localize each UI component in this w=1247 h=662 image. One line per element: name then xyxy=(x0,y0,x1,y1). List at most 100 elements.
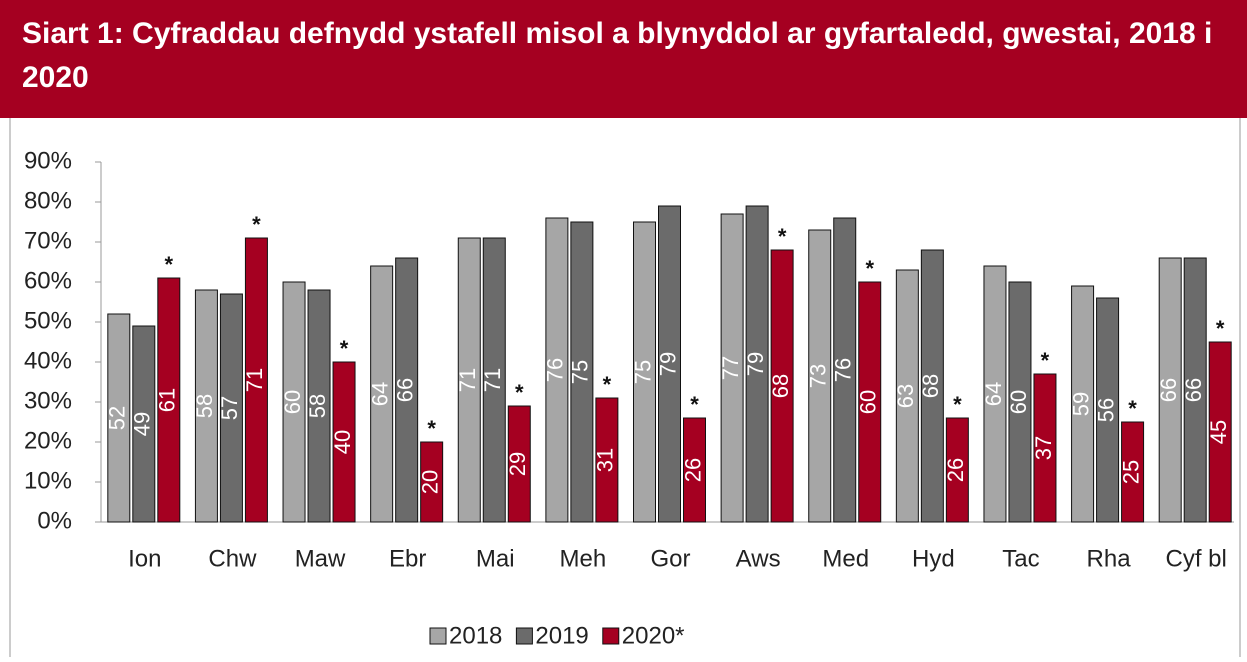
value-label: 58 xyxy=(305,394,330,418)
value-label: 20 xyxy=(417,470,442,494)
value-label: 76 xyxy=(831,358,856,382)
bar xyxy=(244,237,268,523)
value-label: 29 xyxy=(505,452,530,476)
x-tick-label: Chw xyxy=(208,545,257,572)
bar xyxy=(1071,285,1095,523)
bar xyxy=(983,265,1007,523)
value-label: 60 xyxy=(280,390,305,414)
bar-annotation: * xyxy=(690,392,699,417)
bar-annotation: * xyxy=(340,336,349,361)
y-tick-label: 80% xyxy=(24,187,72,214)
bar-annotation: * xyxy=(953,392,962,417)
bar xyxy=(1121,421,1145,523)
value-label: 66 xyxy=(1156,378,1181,402)
value-label: 73 xyxy=(806,364,831,388)
y-tick-label: 40% xyxy=(24,347,72,374)
value-label: 71 xyxy=(480,368,505,392)
value-label: 58 xyxy=(192,394,217,418)
bar-annotation: * xyxy=(603,372,612,397)
bar-annotation: * xyxy=(778,224,787,249)
bar xyxy=(1096,297,1120,523)
bar xyxy=(895,269,919,523)
bar-annotation: * xyxy=(252,212,261,237)
bar xyxy=(1008,281,1032,523)
value-label: 63 xyxy=(893,384,918,408)
bar xyxy=(570,221,594,523)
value-label: 77 xyxy=(718,356,743,380)
bar xyxy=(1033,373,1057,523)
bar xyxy=(370,265,394,523)
title-banner xyxy=(0,0,1247,118)
legend-label: 2018 xyxy=(449,622,502,649)
value-label: 64 xyxy=(981,382,1006,406)
bar xyxy=(808,229,832,523)
x-tick-label: Ion xyxy=(128,545,161,572)
value-label: 45 xyxy=(1206,420,1231,444)
bar xyxy=(1158,257,1182,523)
value-label: 68 xyxy=(918,374,943,398)
bar-annotation: * xyxy=(515,380,524,405)
bar xyxy=(132,325,156,523)
bar xyxy=(1208,341,1232,523)
value-label: 66 xyxy=(392,378,417,402)
value-label: 26 xyxy=(943,458,968,482)
value-label: 40 xyxy=(330,430,355,454)
value-label: 68 xyxy=(768,374,793,398)
value-label: 56 xyxy=(1093,398,1118,422)
value-label: 37 xyxy=(1031,436,1056,460)
bar xyxy=(595,397,619,523)
value-label: 26 xyxy=(680,458,705,482)
x-tick-label: Aws xyxy=(736,545,781,572)
value-label: 71 xyxy=(242,368,267,392)
value-label: 49 xyxy=(130,412,155,436)
x-tick-label: Maw xyxy=(295,545,346,572)
bar-annotation: * xyxy=(427,416,436,441)
x-tick-label: Tac xyxy=(1002,545,1039,572)
y-tick-label: 30% xyxy=(24,387,72,414)
bar xyxy=(107,313,131,523)
legend-label: 2020* xyxy=(622,622,685,649)
value-label: 79 xyxy=(743,352,768,376)
bar xyxy=(658,205,681,523)
x-tick-label: Cyf bl xyxy=(1166,545,1227,572)
bar xyxy=(833,217,857,523)
bar-annotation: * xyxy=(165,252,174,277)
bar xyxy=(633,221,656,523)
x-tick-label: Gor xyxy=(650,545,690,572)
title-box: Siart 1: Cyfraddau defnydd ystafell miso… xyxy=(22,17,1212,94)
value-label: 66 xyxy=(1181,378,1206,402)
value-label: 25 xyxy=(1118,460,1143,484)
y-tick-label: 50% xyxy=(24,307,72,334)
x-tick-label: Med xyxy=(822,545,869,572)
bar xyxy=(945,417,969,523)
value-label: 64 xyxy=(367,382,392,406)
bar xyxy=(482,237,506,523)
bar-annotation: * xyxy=(1041,348,1050,373)
value-label: 52 xyxy=(105,406,130,430)
value-label: 57 xyxy=(217,396,242,420)
y-tick-label: 60% xyxy=(24,267,72,294)
value-label: 76 xyxy=(543,358,568,382)
value-label: 75 xyxy=(568,360,593,384)
legend-swatch xyxy=(429,627,447,645)
y-tick-label: 10% xyxy=(24,467,72,494)
y-tick-label: 90% xyxy=(24,147,72,174)
y-tick-label: 0% xyxy=(37,507,72,534)
bar xyxy=(920,249,944,523)
x-tick-label: Rha xyxy=(1087,545,1132,572)
bar xyxy=(219,293,243,523)
bar xyxy=(745,205,769,523)
value-label: 59 xyxy=(1068,392,1093,416)
value-label: 60 xyxy=(1006,390,1031,414)
x-tick-label: Mai xyxy=(476,545,515,572)
bar xyxy=(157,277,181,523)
bar xyxy=(395,257,419,523)
bar xyxy=(858,281,882,523)
bar xyxy=(1183,257,1207,523)
bar xyxy=(332,361,356,523)
bar xyxy=(282,281,306,523)
bar-annotation: * xyxy=(1128,396,1137,421)
value-label: 79 xyxy=(655,352,680,376)
y-tick-label: 70% xyxy=(24,227,72,254)
